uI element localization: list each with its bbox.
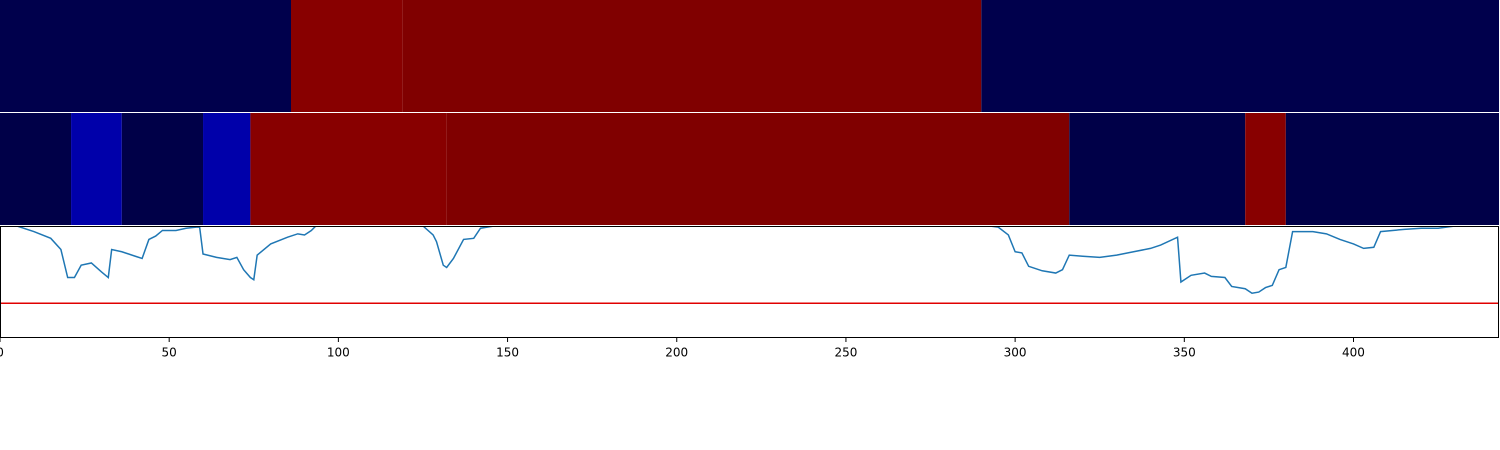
heatmap-cell xyxy=(1069,113,1246,225)
heatmap-cell xyxy=(71,113,122,225)
heatmap-cell xyxy=(1245,113,1286,225)
heatmap-cell xyxy=(1285,113,1499,225)
x-tick-label: 50 xyxy=(162,346,177,360)
heatmap-cell xyxy=(446,113,1070,225)
x-tick-label: 100 xyxy=(327,346,350,360)
x-tick-label: 300 xyxy=(1004,346,1027,360)
heatmap-cell xyxy=(981,0,1499,112)
plot-area xyxy=(0,226,1499,305)
x-tick-label: 400 xyxy=(1342,346,1365,360)
data-line xyxy=(13,226,1467,294)
x-tick-label: 150 xyxy=(496,346,519,360)
x-tick-label: 350 xyxy=(1173,346,1196,360)
x-tick-label: 0 xyxy=(0,346,4,360)
heatmap-cell xyxy=(402,0,982,112)
heatmap-cell xyxy=(0,113,72,225)
heatmap-cell xyxy=(0,0,292,112)
heatmap-cell xyxy=(203,113,251,225)
x-tick-label: 250 xyxy=(834,346,857,360)
heatmap-cell xyxy=(291,0,403,112)
heatmap-cell xyxy=(250,113,447,225)
heatmap-cell xyxy=(121,113,204,225)
axes-frame xyxy=(0,226,1499,338)
x-tick-label: 200 xyxy=(665,346,688,360)
